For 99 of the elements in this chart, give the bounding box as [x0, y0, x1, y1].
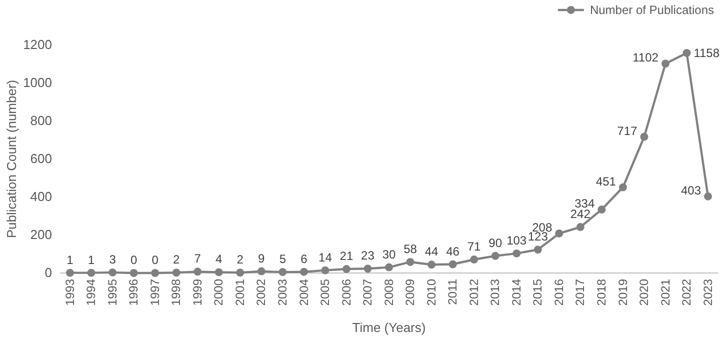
data-label: 1: [88, 252, 95, 267]
data-label: 90: [488, 236, 502, 250]
point: [172, 268, 180, 277]
point: [385, 263, 393, 272]
point: [321, 266, 330, 274]
point: [66, 268, 74, 277]
data-label: 1: [66, 252, 74, 267]
point: [342, 265, 350, 273]
point: [661, 60, 670, 68]
x-tick-label: 2004: [296, 278, 311, 306]
data-label: 71: [467, 240, 482, 254]
point: [257, 267, 266, 276]
y-tick-label: 1000: [23, 75, 52, 90]
point: [236, 268, 244, 277]
point: [278, 268, 287, 276]
x-tick-label: 2003: [276, 278, 290, 306]
point: [534, 246, 542, 254]
point: [512, 249, 521, 258]
y-tick-label: 600: [30, 151, 52, 166]
x-tick-label: 2020: [637, 278, 652, 306]
data-label: 3: [109, 252, 116, 266]
data-label: 1158: [694, 46, 720, 60]
x-tick-label: 2010: [424, 278, 438, 306]
point: [555, 230, 564, 238]
x-axis-title: Time (Years): [352, 320, 426, 335]
point: [194, 268, 202, 276]
x-tick-label: 2000: [212, 278, 226, 306]
data-label: 23: [361, 248, 375, 263]
x-tick-label: 2019: [616, 278, 630, 306]
x-tick-label: 2013: [488, 278, 502, 306]
y-tick-label: 800: [30, 113, 52, 128]
point: [406, 258, 414, 266]
x-tick-label: 2011: [446, 278, 460, 305]
y-tick-label: 200: [30, 227, 52, 242]
x-tick-label: 2009: [403, 278, 418, 306]
point: [108, 268, 117, 276]
data-label: 5: [279, 252, 286, 266]
data-label: 46: [446, 244, 460, 258]
data-label: 103: [506, 233, 527, 248]
x-tick-label: 1994: [84, 278, 98, 306]
x-tick-label: 2007: [360, 278, 375, 306]
point: [576, 223, 584, 231]
x-tick-label: 1997: [148, 278, 162, 306]
data-label: 403: [680, 183, 702, 198]
data-label: 14: [318, 250, 332, 264]
x-tick-label: 2002: [254, 278, 268, 306]
y-axis-title: Publication Count (number): [4, 80, 19, 238]
x-tick-label: 2021: [658, 278, 672, 306]
point: [300, 268, 308, 276]
x-tick-label: 1993: [62, 278, 77, 306]
x-tick-label: 2005: [318, 278, 332, 306]
x-tick-label: 1995: [105, 278, 120, 306]
data-label: 21: [340, 249, 354, 264]
point: [682, 49, 691, 57]
data-label: 0: [130, 253, 138, 267]
point: [598, 206, 606, 214]
x-tick-label: 2017: [573, 278, 588, 306]
x-tick-label: 2001: [232, 278, 247, 306]
data-label: 717: [617, 124, 638, 138]
data-label: 0: [152, 253, 159, 267]
data-label: 4: [216, 252, 223, 266]
x-tick-label: 1998: [169, 278, 184, 306]
x-tick-label: 2012: [466, 278, 481, 306]
point: [428, 260, 436, 269]
point: [640, 132, 648, 141]
x-tick-label: 1996: [126, 278, 141, 306]
x-tick-label: 2018: [594, 278, 609, 306]
data-label: 1102: [632, 50, 659, 65]
data-label: 9: [258, 251, 266, 266]
data-label: 30: [382, 247, 396, 262]
point: [214, 268, 223, 276]
data-label: 44: [424, 244, 439, 259]
point: [470, 256, 478, 264]
point: [364, 264, 372, 273]
point: [448, 260, 457, 268]
x-tick-label: 2022: [680, 278, 694, 306]
y-tick-label: 1200: [23, 37, 52, 52]
point: [151, 269, 160, 277]
x-tick-label: 2023: [700, 278, 715, 306]
data-label: 451: [596, 174, 616, 188]
point: [491, 252, 500, 260]
x-tick-label: 2006: [339, 278, 354, 306]
x-tick-label: 2016: [552, 278, 566, 306]
legend-label: Number of Publications: [590, 3, 714, 17]
y-tick-label: 0: [44, 265, 52, 280]
data-label: 58: [404, 242, 418, 256]
y-tick-label: 400: [30, 189, 52, 204]
point: [704, 192, 712, 200]
x-tick-label: 1999: [190, 278, 204, 306]
data-label: 6: [300, 252, 308, 266]
x-tick-label: 2015: [530, 278, 545, 306]
point: [618, 183, 627, 192]
data-label: 7: [194, 252, 202, 266]
point: [87, 268, 96, 277]
point: [130, 269, 138, 277]
data-label: 2: [172, 252, 180, 267]
x-tick-label: 2008: [382, 278, 396, 306]
data-label: 2: [236, 252, 244, 267]
x-tick-label: 2014: [509, 278, 524, 306]
